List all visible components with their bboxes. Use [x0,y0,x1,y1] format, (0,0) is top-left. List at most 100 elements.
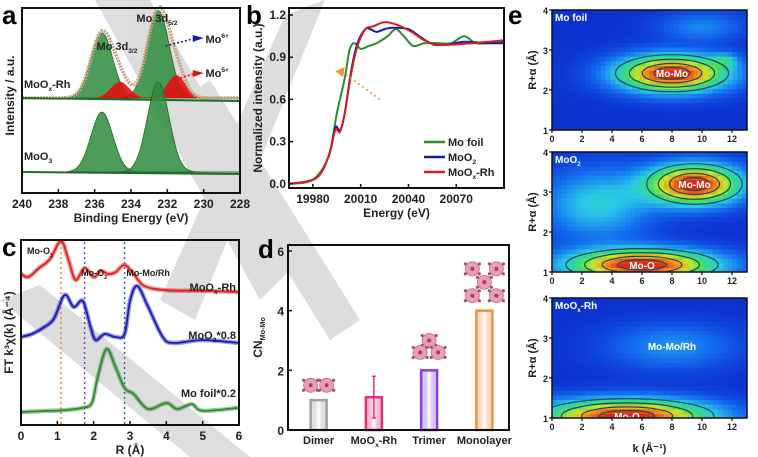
heatmap-cell [722,184,729,190]
heatmap-cell [693,321,699,327]
heatmap-cell [591,161,597,167]
heatmap-cell [654,371,660,377]
heatmap-cell [610,316,616,322]
heatmap-cell [654,302,660,308]
heatmap-cell [620,116,626,122]
heatmap-cell [620,165,626,171]
heatmap-cell [708,371,714,377]
heatmap-cell [727,188,733,195]
heatmap-cell [566,23,573,29]
heatmap-cell [595,97,602,103]
heatmap-cell [615,216,621,222]
heatmap-cell [737,88,743,94]
heatmap-cell [654,33,660,39]
heatmap-cell [737,42,743,48]
heatmap-cell [659,408,665,414]
heatmap-cell [644,390,651,396]
heatmap-cell [610,152,616,158]
heatmap-cell [673,334,680,341]
mo6-arrow-head [192,35,204,42]
heatmap-cell [639,262,646,268]
heatmap-cell [693,230,699,236]
heatmap-cell [659,70,665,76]
heatmap-cell [639,37,646,43]
heatmap-cell [664,102,670,108]
peak-label: Mo-O [629,261,655,272]
heatmap-cell [698,248,704,255]
heatmap-cell [649,362,655,368]
heatmap-cell [654,298,660,304]
heatmap-cell [698,97,704,103]
heatmap-cell [552,244,558,250]
heatmap-cell [625,225,631,231]
heatmap-cell [659,56,665,62]
heatmap-cell [600,239,607,245]
heatmap-cell [688,51,694,57]
heatmap-cell [586,344,592,350]
heatmap-cell [595,19,602,25]
heatmap-cell [703,239,709,245]
heatmap-cell [717,353,724,359]
heatmap-cell [615,390,621,396]
heatmap-cell [591,152,597,158]
heatmap-cell [566,330,573,336]
heatmap-cell [742,79,747,85]
heatmap-cell [683,188,690,195]
heatmap-cell [552,262,558,268]
heatmap-cell [615,184,621,190]
heatmap-cell [639,390,646,396]
heatmap-cell [605,207,612,213]
heatmap-cell [600,394,607,401]
heatmap-cell [630,207,636,213]
heatmap-cell [659,376,665,382]
heatmap-cell [703,307,709,313]
heatmap-cell [625,28,631,34]
heatmap-cell [600,321,607,327]
heatmap-cell [673,207,680,213]
heatmap-cell [698,120,704,126]
heatmap-cell [620,385,626,391]
heatmap-cell [630,102,636,108]
heatmap-cell [566,202,573,208]
heatmap-cell [683,120,690,126]
heatmap-cell [649,348,655,354]
heatmap-cell [634,344,641,350]
heatmap-cell [703,344,709,350]
oxygen-atom [463,262,467,266]
heatmap-cell [727,225,733,231]
heatmap-cell [742,330,747,336]
heatmap-cell [552,175,558,181]
x-axis-label: Binding Energy (eV) [74,211,189,225]
heatmap-cell [595,42,602,48]
heatmap-cell [561,116,568,122]
heatmap-cell [552,358,558,364]
heatmap-cell [639,161,646,167]
heatmap-cell [737,23,743,29]
heatmap-cell [717,19,724,25]
heatmap-cell [581,408,587,414]
heatmap-cell [566,93,573,99]
heatmap-cell [683,244,690,250]
heatmap-cell [595,334,602,341]
heatmap-cell [683,198,690,204]
heatmap-cell [654,353,660,359]
heatmap-cell [630,184,636,190]
heatmap-cell [634,10,641,16]
heatmap-cell [625,65,631,71]
heatmap-cell [600,88,607,94]
heatmap-cell [732,175,738,181]
heatmap-cell [712,83,719,89]
heatmap-cell [644,339,651,345]
heatmap-cell [693,74,699,80]
heatmap-cell [717,56,724,62]
heatmap-cell [688,156,694,162]
heatmap-cell [581,399,587,405]
heatmap-cell [571,111,577,117]
heatmap-cell [630,161,636,167]
heatmap-cell [571,202,577,208]
heatmap-cell [625,184,631,190]
heatmap-cell [708,316,714,322]
heatmap-cell [688,97,694,103]
heatmap-cell [708,42,714,48]
heatmap-cell [737,353,743,359]
